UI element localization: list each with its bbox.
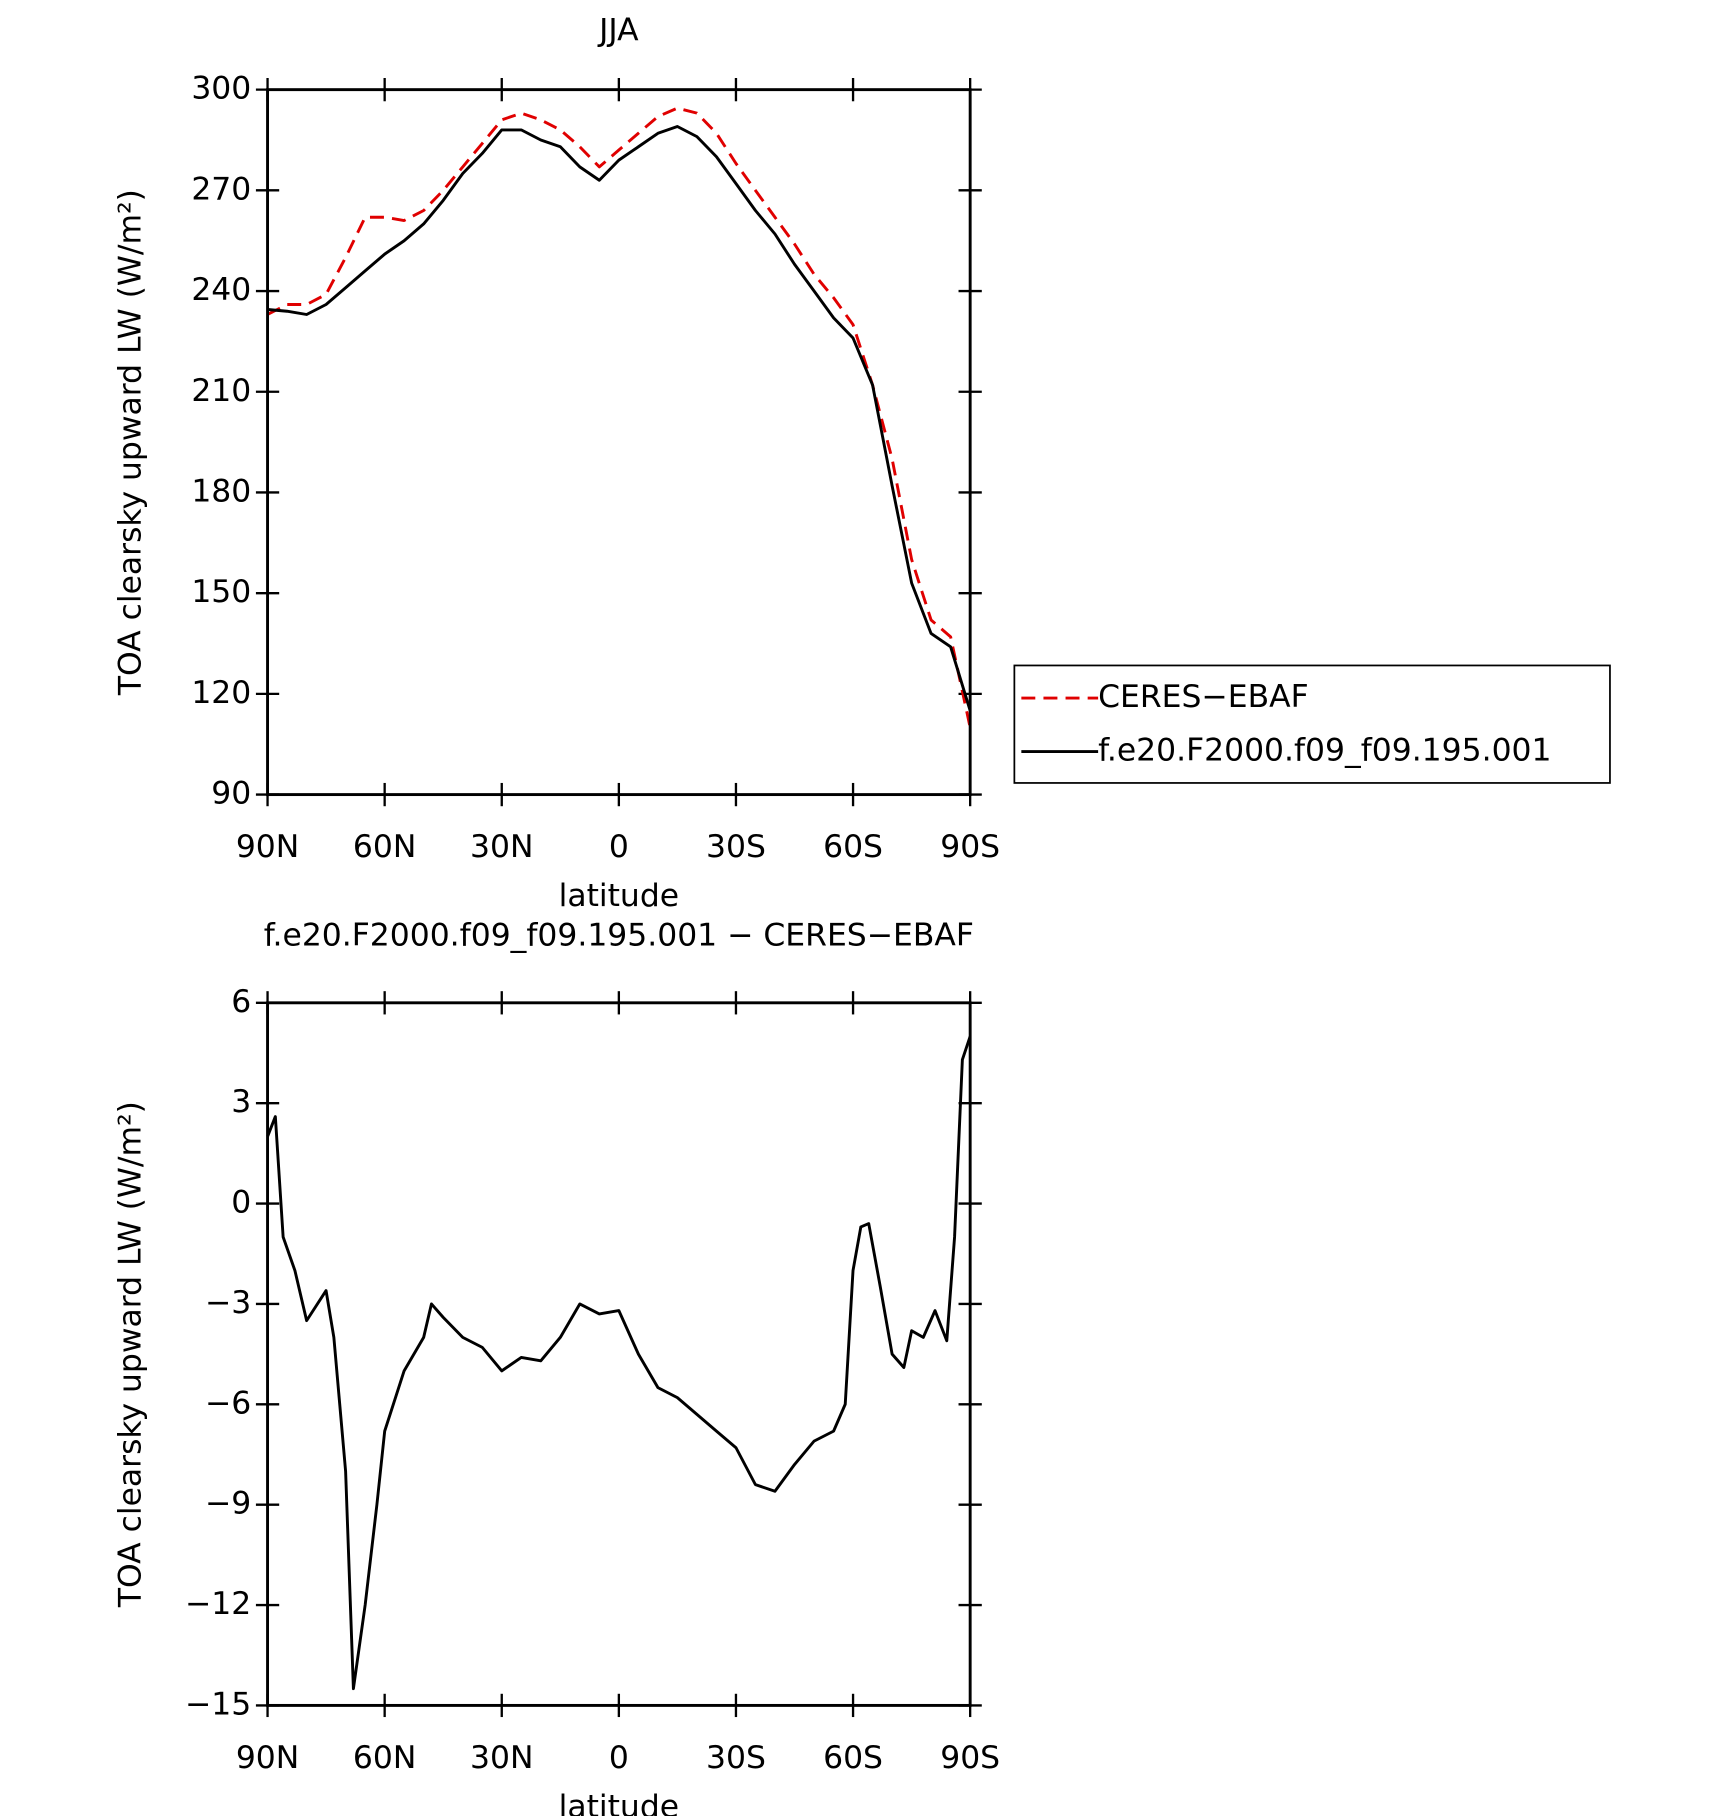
x-tick-label: 30S: [706, 1740, 766, 1776]
y-tick-label: −9: [205, 1486, 251, 1522]
x-tick-label: 90S: [940, 829, 1000, 865]
plot-frame: [266, 1001, 972, 1707]
y-tick-label: 270: [191, 171, 251, 207]
plot-frame: [266, 88, 972, 797]
x-tick-label: 60S: [823, 1740, 883, 1776]
y-tick-label: 240: [191, 272, 251, 308]
legend-box: [1013, 664, 1611, 784]
x-tick-label: 30S: [706, 829, 766, 865]
y-tick-label: 6: [231, 984, 251, 1020]
chart-title: JJA: [597, 12, 639, 48]
y-axis-label: TOA clearsky upward LW (W/m²): [112, 189, 148, 696]
y-tick-label: 210: [191, 373, 251, 409]
y-tick-label: −12: [185, 1586, 251, 1622]
legend-label: f.e20.F2000.f09_f09.195.001: [1098, 733, 1551, 769]
y-tick-label: −6: [205, 1385, 251, 1421]
data-line: [266, 1035, 972, 1691]
x-axis-label: latitude: [559, 1789, 679, 1816]
legend-label: CERES−EBAF: [1098, 679, 1309, 715]
x-tick-label: 90N: [236, 1740, 299, 1776]
x-tick-label: 90N: [236, 829, 299, 865]
x-tick-label: 30N: [470, 829, 533, 865]
x-tick-label: 90S: [940, 1740, 1000, 1776]
x-tick-label: 0: [609, 1740, 629, 1776]
chart-title: f.e20.F2000.f09_f09.195.001 − CERES−EBAF: [264, 918, 974, 954]
y-tick-label: 90: [211, 776, 251, 812]
y-axis-label: TOA clearsky upward LW (W/m²): [112, 1101, 148, 1608]
x-tick-label: 60S: [823, 829, 883, 865]
y-tick-label: 180: [191, 473, 251, 509]
y-tick-label: 300: [191, 71, 251, 107]
y-tick-label: 150: [191, 574, 251, 610]
x-tick-label: 0: [609, 829, 629, 865]
data-line: [267, 125, 972, 712]
x-tick-label: 60N: [353, 1740, 416, 1776]
data-line: [266, 106, 972, 728]
x-tick-label: 60N: [353, 829, 416, 865]
x-axis-label: latitude: [559, 878, 679, 914]
y-tick-label: 120: [191, 675, 251, 711]
y-tick-label: −15: [185, 1686, 251, 1722]
x-tick-label: 30N: [470, 1740, 533, 1776]
y-tick-label: −3: [205, 1285, 251, 1321]
y-tick-label: 3: [231, 1084, 251, 1120]
y-tick-label: 0: [231, 1185, 251, 1221]
